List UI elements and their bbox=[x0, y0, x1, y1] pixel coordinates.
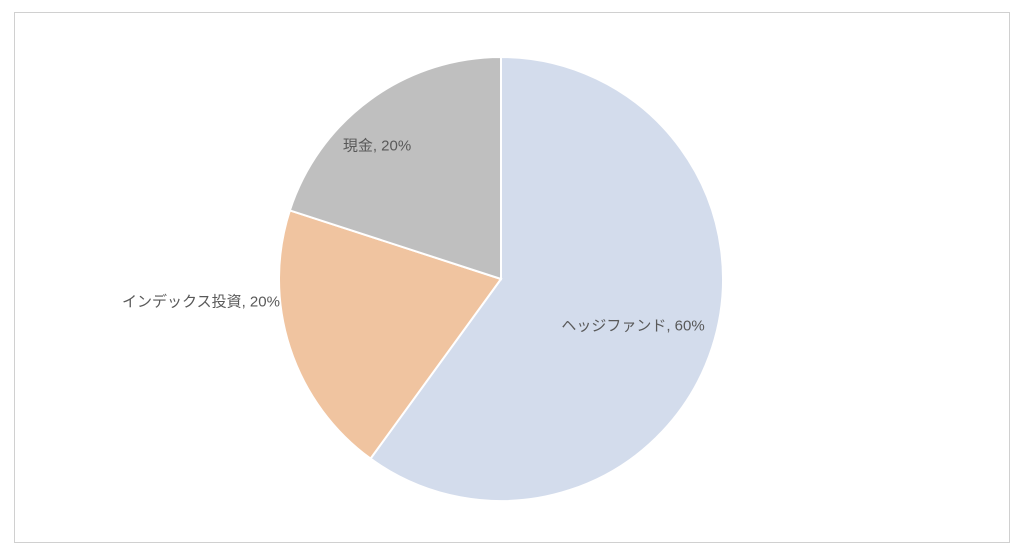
pie-chart bbox=[15, 13, 1011, 544]
chart-frame: ヘッジファンド, 60%インデックス投資, 20%現金, 20% bbox=[0, 0, 1024, 555]
chart-area: ヘッジファンド, 60%インデックス投資, 20%現金, 20% bbox=[14, 12, 1010, 543]
